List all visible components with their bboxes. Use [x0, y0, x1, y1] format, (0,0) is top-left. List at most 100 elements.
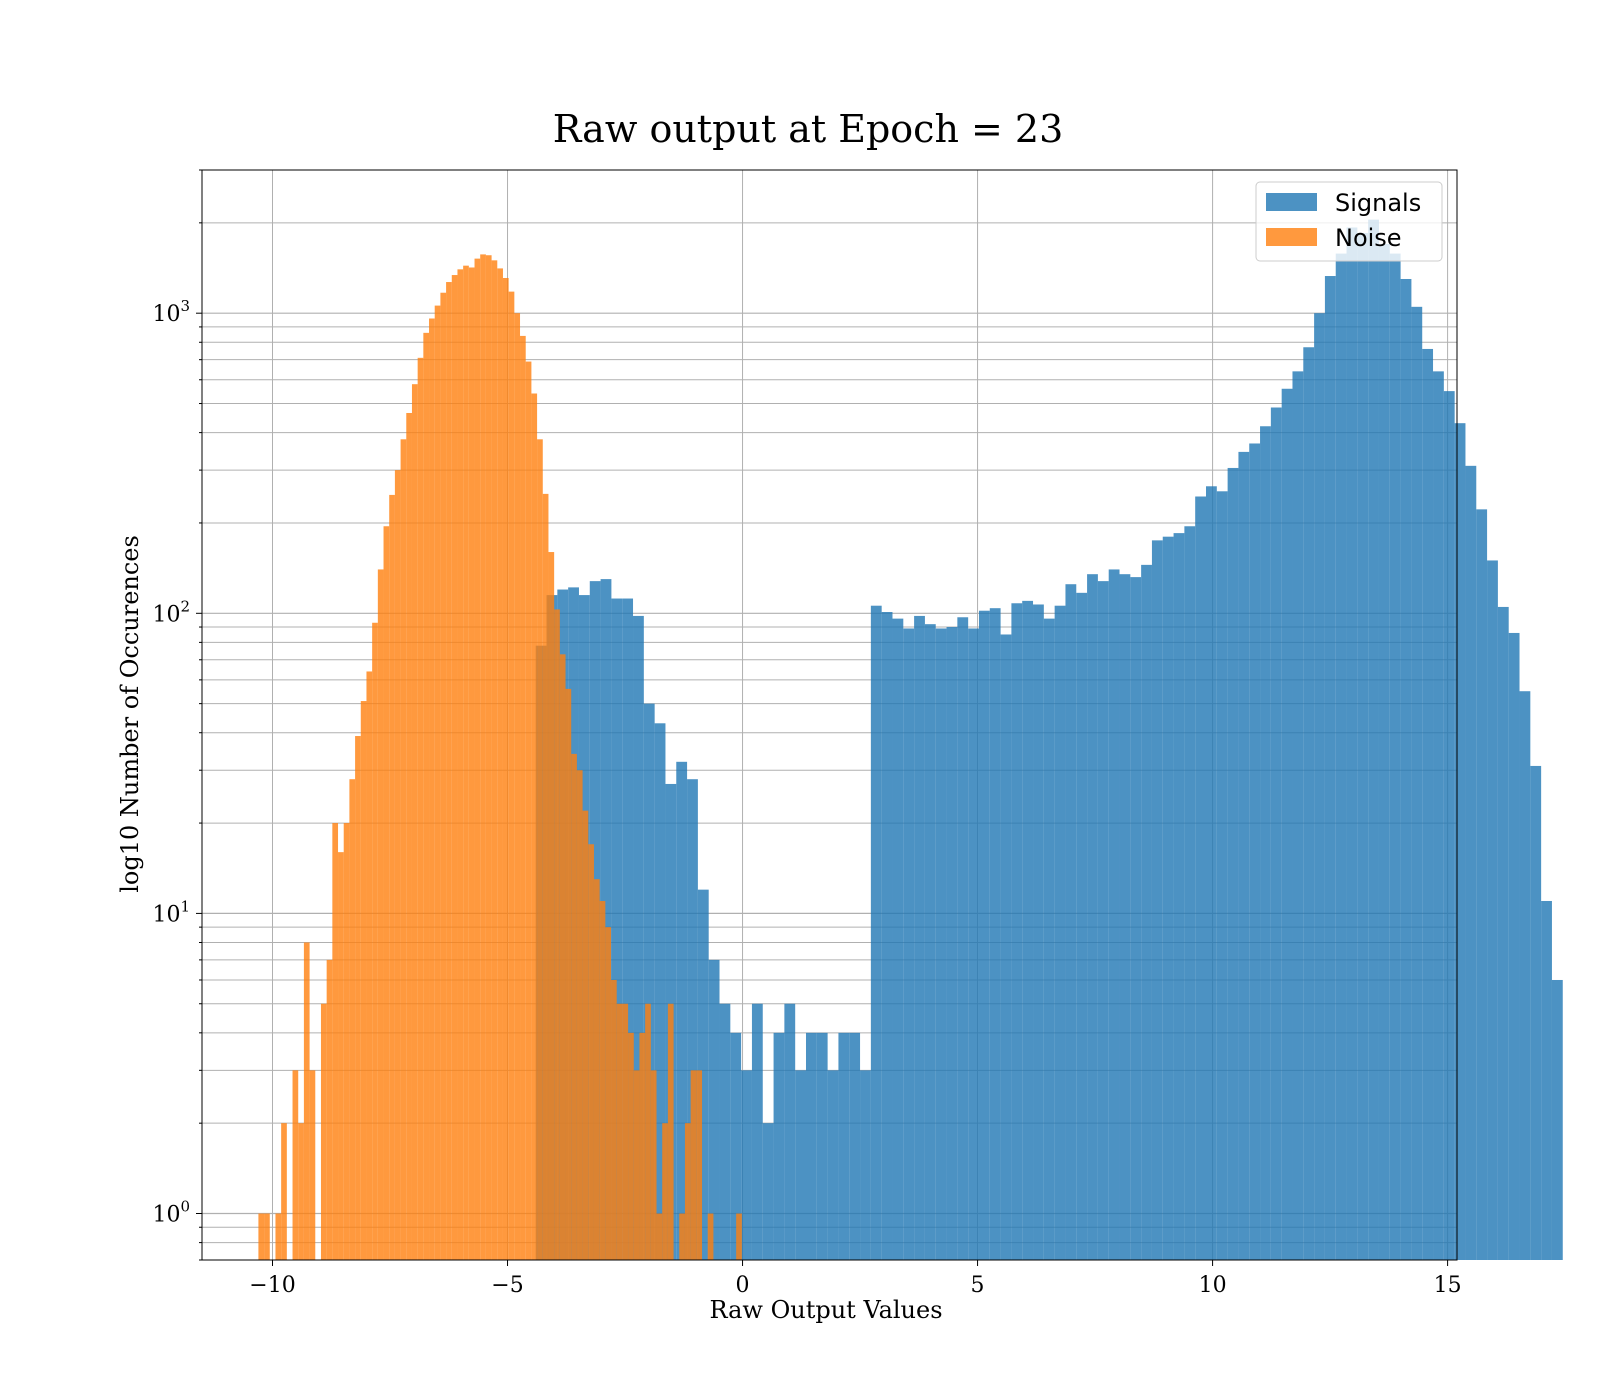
histogram-bar: [968, 628, 979, 1260]
histogram-bar: [514, 313, 521, 1261]
histogram-bar: [468, 267, 475, 1261]
histogram-bar: [502, 277, 509, 1261]
histogram-bar: [1087, 574, 1098, 1260]
histogram-bar: [582, 810, 589, 1260]
histogram-bar: [1000, 634, 1012, 1260]
histogram-bar: [389, 494, 395, 1260]
histogram-bar: [736, 1213, 742, 1260]
histogram-bar: [1162, 536, 1174, 1260]
histogram-bar: [576, 770, 583, 1260]
histogram-bar: [559, 654, 566, 1260]
histogram-bar: [258, 1213, 265, 1260]
histogram-bar: [622, 1003, 629, 1260]
y-tick-label: 101: [152, 897, 190, 927]
histogram-bar: [1076, 592, 1088, 1260]
histogram-bar: [730, 1032, 742, 1260]
histogram-bar: [571, 753, 577, 1260]
histogram-bar: [355, 736, 361, 1260]
histogram-bar: [1141, 564, 1152, 1260]
histogram-bar: [303, 942, 310, 1260]
histogram-bar: [377, 569, 384, 1260]
x-tick-label: 15: [1434, 1273, 1462, 1298]
histogram-bar: [542, 493, 549, 1260]
histogram-bar: [1227, 467, 1239, 1260]
histogram-bar: [360, 701, 367, 1260]
histogram-bar: [600, 579, 612, 1260]
legend-swatch-signals: [1266, 193, 1317, 211]
histogram-bars: [258, 219, 1563, 1261]
histogram-bar: [554, 609, 560, 1260]
histogram-bar: [1368, 219, 1379, 1260]
histogram-bar: [298, 1123, 304, 1260]
histogram-bar: [1530, 765, 1542, 1260]
x-tick-label: −10: [249, 1273, 295, 1298]
x-tick-label: 5: [971, 1273, 985, 1298]
histogram-bar: [1314, 313, 1325, 1261]
histogram-bar: [643, 703, 655, 1260]
histogram-bar: [639, 1032, 646, 1260]
histogram-bar: [1324, 276, 1336, 1260]
histogram-bar: [708, 959, 720, 1260]
histogram-bar: [989, 608, 1001, 1260]
histogram-bar: [633, 1070, 640, 1260]
histogram-bar: [446, 282, 452, 1260]
histogram-bar: [1400, 278, 1412, 1260]
histogram-bar: [654, 723, 666, 1260]
histogram-bar: [762, 1123, 774, 1260]
histogram-bar: [309, 1070, 316, 1260]
histogram-bar: [1551, 979, 1563, 1260]
histogram-bar: [497, 268, 503, 1260]
histogram-bar: [292, 1070, 299, 1260]
histogram-bar: [697, 889, 709, 1260]
histogram-bar: [1173, 533, 1185, 1260]
histogram-bar: [1433, 371, 1444, 1260]
histogram-bar: [633, 615, 644, 1260]
histogram-bar: [676, 761, 688, 1260]
histogram-bar: [423, 332, 430, 1260]
histogram-bar: [537, 439, 543, 1260]
x-tick-label: −5: [491, 1273, 523, 1298]
histogram-bar: [349, 779, 356, 1260]
histogram-bar: [394, 470, 401, 1260]
x-tick-label: 10: [1199, 1273, 1227, 1298]
histogram-bar: [741, 1070, 752, 1260]
histogram-bar: [474, 258, 481, 1261]
legend-swatch-noise: [1266, 228, 1317, 246]
plot-area: [201, 169, 1563, 1261]
histogram-bar: [650, 1070, 657, 1260]
histogram-bar: [860, 1070, 871, 1260]
histogram-bar: [849, 1032, 861, 1260]
histogram-bar: [520, 335, 526, 1260]
histogram-bar: [1151, 540, 1163, 1260]
histogram-bar: [1054, 605, 1066, 1260]
histogram-bar: [1033, 604, 1044, 1260]
histogram-bar: [281, 1123, 287, 1260]
series-noise: [258, 254, 742, 1261]
y-axis-label: log10 Number of Occurences: [116, 535, 144, 893]
histogram-bar: [616, 1003, 623, 1260]
histogram-bar: [593, 879, 600, 1260]
histogram-bar: [656, 1213, 663, 1260]
histogram-bar: [1195, 496, 1206, 1260]
histogram-bar: [684, 1123, 691, 1260]
histogram-bar: [903, 628, 915, 1260]
axes-frame: [201, 169, 1458, 1261]
legend-label-signals: Signals: [1335, 189, 1421, 217]
histogram-bar: [531, 393, 538, 1260]
histogram-bar: [1335, 253, 1347, 1260]
histogram-bar: [326, 959, 333, 1260]
histogram-bar: [1443, 391, 1455, 1260]
histogram-bar: [1454, 423, 1466, 1260]
histogram-bar: [332, 823, 339, 1260]
histogram-bar: [1303, 347, 1315, 1261]
histogram-bar: [795, 1070, 806, 1260]
histogram-bar: [1119, 574, 1131, 1260]
histogram-bar: [264, 1213, 270, 1260]
histogram-bar: [924, 624, 936, 1260]
histogram-bar: [707, 1213, 714, 1260]
histogram-bar: [508, 291, 515, 1261]
histogram-bar: [480, 254, 486, 1260]
histogram-bar: [881, 611, 893, 1260]
histogram-bar: [434, 305, 441, 1260]
histogram-bar: [611, 598, 623, 1260]
